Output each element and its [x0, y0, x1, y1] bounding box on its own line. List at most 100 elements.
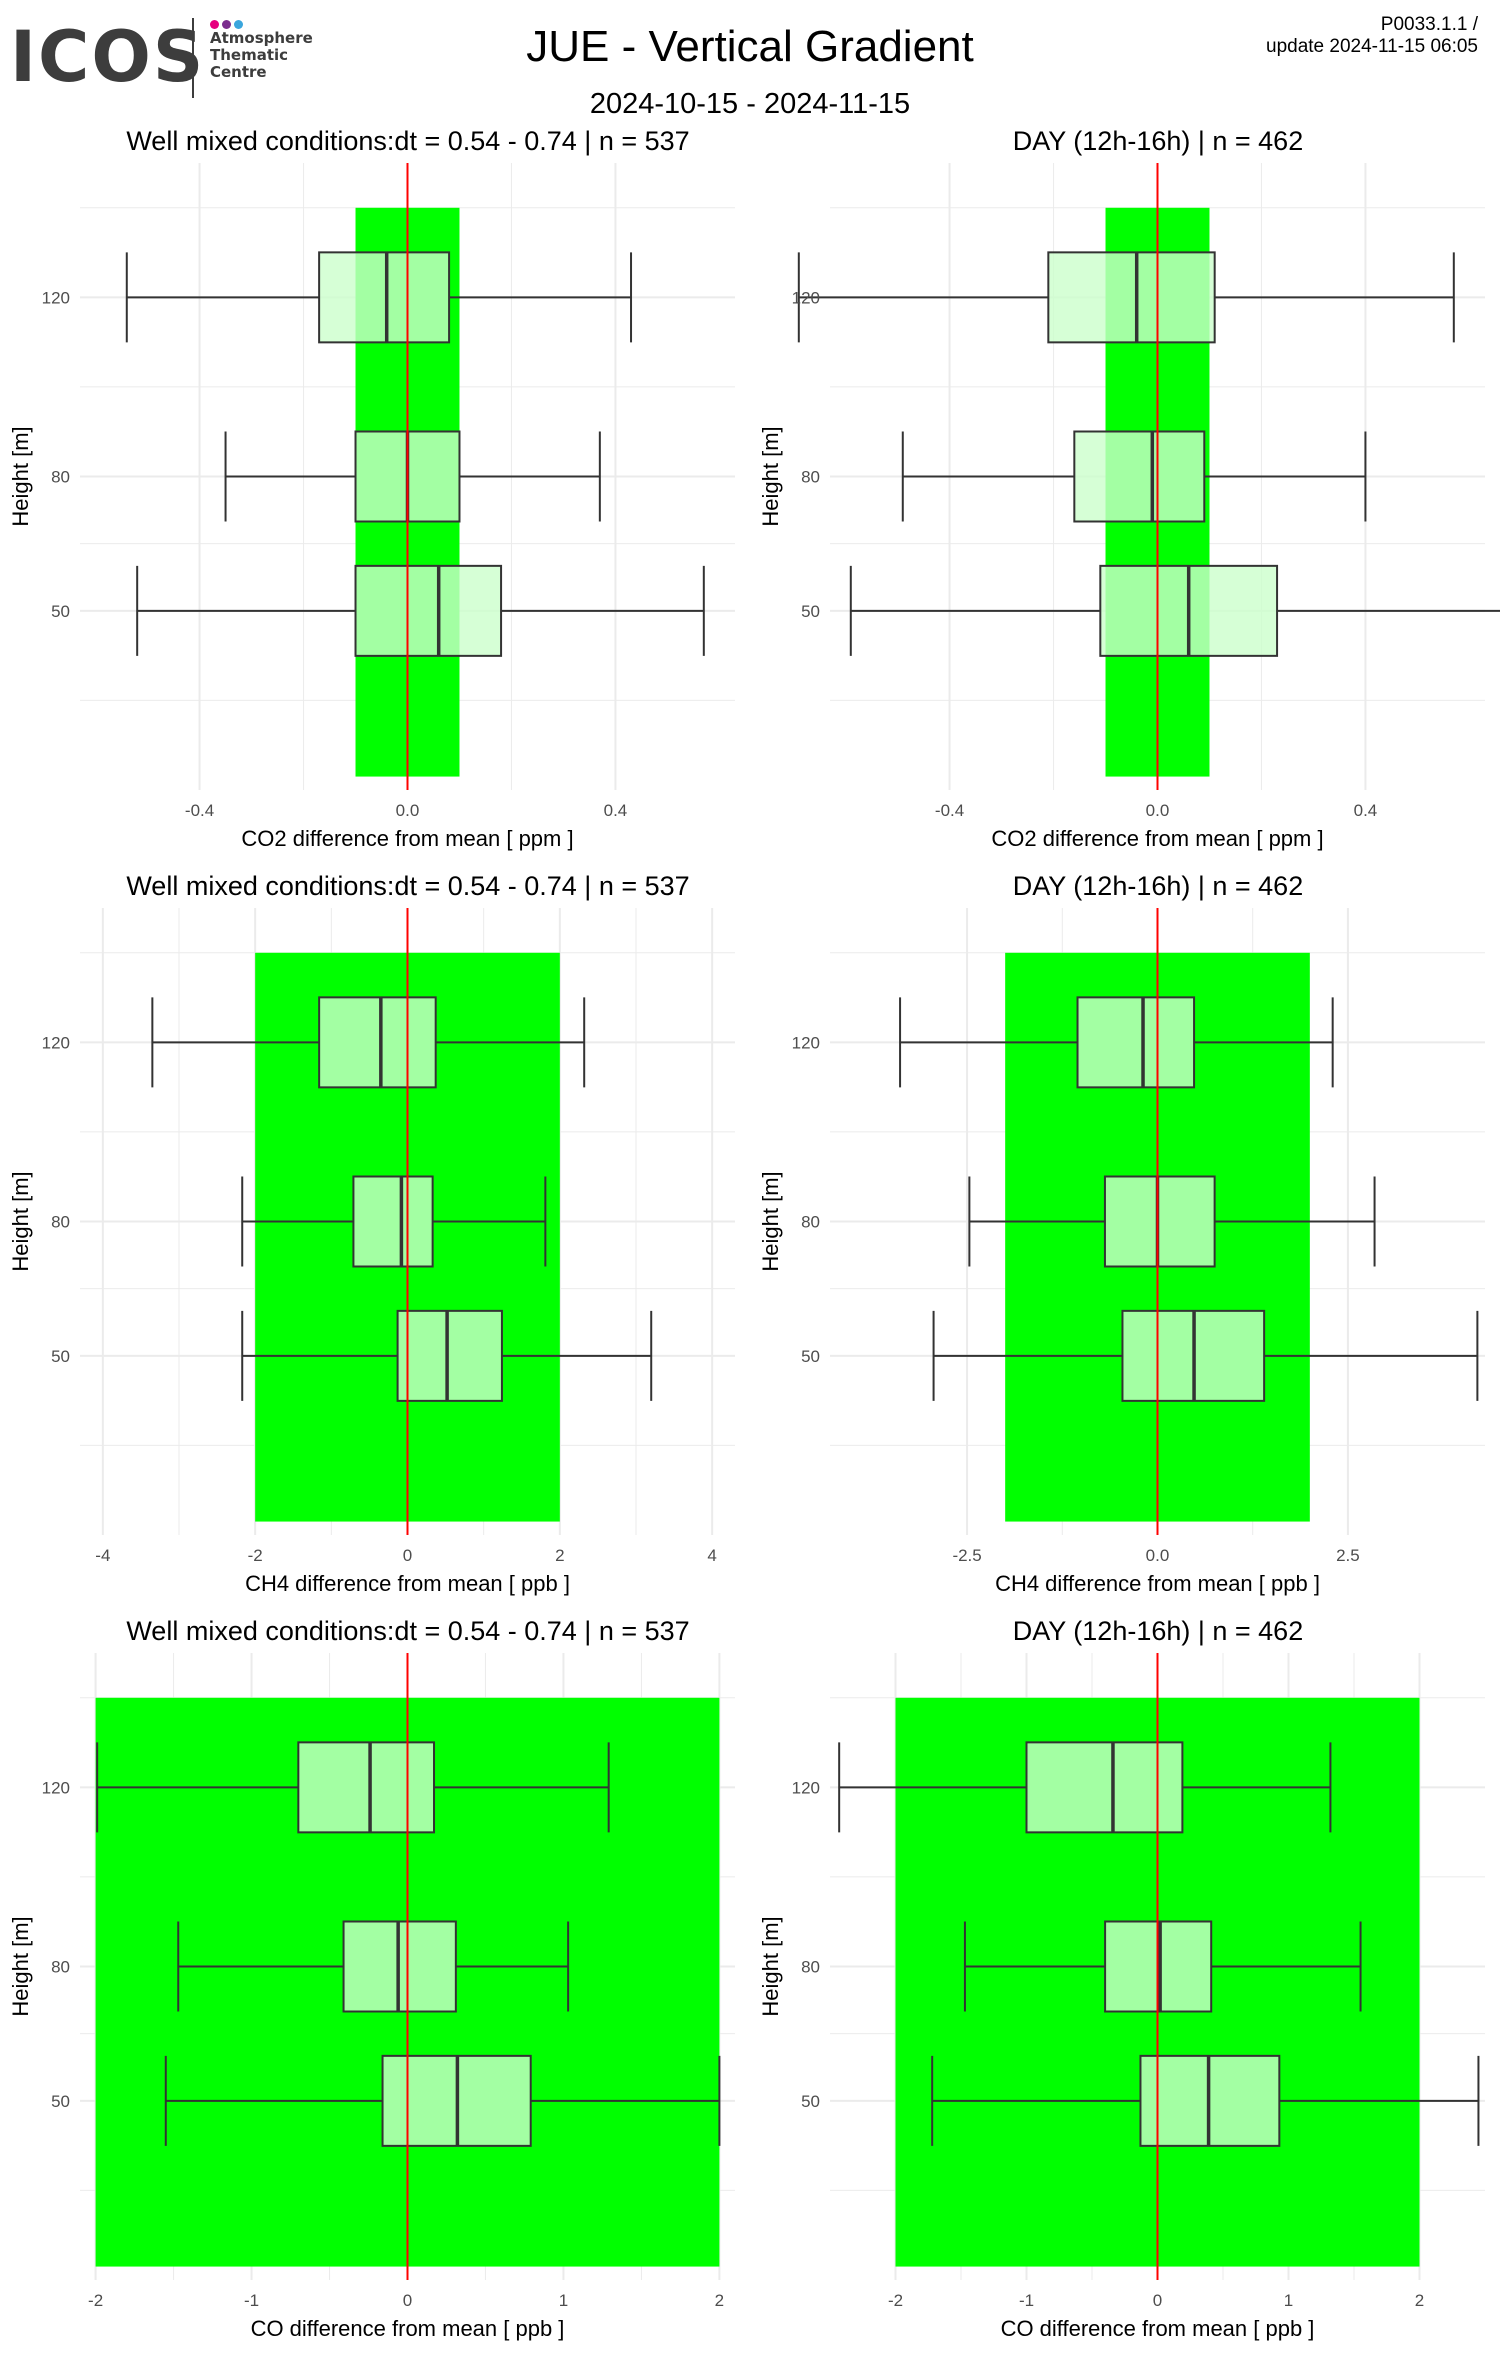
boxplot-svg: 120 80 50 -2 -1 0 1 2 CO difference from mean [ …: [8, 1616, 735, 2341]
boxplot-svg: 120 80 50 -2.5 0.0 2.5 CH4 difference from mea…: [758, 871, 1485, 1596]
boxplot-panel: 120 80 50 -4 -2 0 2 4 CH4 difference from mean […: [0, 870, 750, 1615]
x-tick-label: 2: [1415, 2291, 1424, 2310]
box-group: [931, 2054, 1480, 2147]
box-group: [901, 430, 1367, 523]
iqr-box: [1076, 996, 1196, 1089]
x-tick-label: 4: [707, 1546, 716, 1565]
iqr-box: [318, 996, 437, 1089]
box-group: [136, 564, 705, 657]
box-group: [177, 1920, 570, 2013]
x-tick-label: -2: [88, 2291, 103, 2310]
icos-logo: ICOS Atmosphere Thematic Centre: [10, 10, 330, 110]
y-tick-label: 50: [51, 2092, 70, 2111]
iqr-box: [297, 1741, 436, 1834]
logo-line: Thematic: [210, 46, 289, 64]
y-tick-label: 50: [801, 602, 820, 621]
y-tick-label: 80: [51, 468, 70, 487]
x-tick-label: -1: [1019, 2291, 1034, 2310]
y-tick-label: 50: [801, 1347, 820, 1366]
iqr-box: [318, 251, 451, 344]
page-title: JUE - Vertical Gradient: [526, 22, 974, 71]
box-group: [224, 430, 601, 523]
x-tick-label: 0.4: [604, 801, 628, 820]
panel-title: DAY (12h-16h) | n = 462: [1013, 126, 1303, 156]
box-group: [96, 1741, 610, 1834]
box-group: [838, 1741, 1332, 1834]
boxplot-panel: 120 80 50 -0.4 0.0 0.4 CO2 difference from mea…: [0, 125, 750, 870]
x-tick-label: 1: [559, 2291, 568, 2310]
version-info: P0033.1.1 / update 2024-11-15 06:05: [1266, 14, 1478, 58]
iqr-box: [354, 564, 503, 657]
box-group: [849, 564, 1500, 657]
iqr-box: [1025, 1741, 1184, 1834]
y-axis-title: Height [m]: [8, 426, 33, 526]
logo-dot: [234, 20, 243, 29]
iqr-box: [1047, 251, 1216, 344]
box-group: [968, 1175, 1376, 1268]
iqr-box: [1073, 430, 1206, 523]
date-range: 2024-10-15 - 2024-11-15: [589, 88, 911, 120]
box-group: [899, 996, 1334, 1089]
y-axis-title: Height [m]: [758, 1916, 783, 2016]
page-header: ICOS Atmosphere Thematic Centre JUE - Ve…: [0, 0, 1500, 130]
x-tick-label: 0.0: [1146, 801, 1170, 820]
logo-dot: [210, 20, 219, 29]
x-tick-label: -4: [95, 1546, 110, 1565]
y-tick-label: 50: [51, 602, 70, 621]
box-group: [797, 251, 1455, 344]
logo-line: Atmosphere: [210, 29, 313, 47]
x-axis-title: CO2 difference from mean [ ppm ]: [241, 826, 573, 851]
y-tick-label: 120: [42, 1033, 70, 1052]
y-tick-label: 120: [792, 1778, 820, 1797]
y-tick-label: 120: [792, 288, 820, 307]
logo-divider: [192, 18, 194, 98]
x-tick-label: 1: [1284, 2291, 1293, 2310]
x-tick-label: 2.5: [1336, 1546, 1360, 1565]
logo-dot: [222, 20, 231, 29]
boxplot-panel: 120 80 50 -2.5 0.0 2.5 CH4 difference from mea…: [750, 870, 1500, 1615]
panel-title: DAY (12h-16h) | n = 462: [1013, 871, 1303, 901]
y-axis-title: Height [m]: [8, 1916, 33, 2016]
y-tick-label: 80: [51, 1213, 70, 1232]
x-tick-label: -0.4: [185, 801, 214, 820]
x-tick-label: -2: [248, 1546, 263, 1565]
x-tick-label: -2: [888, 2291, 903, 2310]
iqr-box: [352, 1175, 434, 1268]
x-tick-label: 0.4: [1354, 801, 1378, 820]
x-tick-label: 0: [403, 1546, 412, 1565]
panel-title: Well mixed conditions:dt = 0.54 - 0.74 |…: [126, 126, 689, 156]
update-timestamp: update 2024-11-15 06:05: [1266, 36, 1478, 57]
x-axis-title: CH4 difference from mean [ ppb ]: [245, 1571, 570, 1596]
y-tick-label: 50: [801, 2092, 820, 2111]
box-group: [241, 1309, 653, 1402]
logo-dots: [210, 16, 246, 29]
panel-title: Well mixed conditions:dt = 0.54 - 0.74 |…: [126, 871, 689, 901]
iqr-box: [1103, 1175, 1216, 1268]
panel-title: Well mixed conditions:dt = 0.54 - 0.74 |…: [126, 1616, 689, 1646]
y-tick-label: 120: [42, 1778, 70, 1797]
logo-wordmark: ICOS: [10, 16, 206, 98]
y-tick-label: 80: [51, 1958, 70, 1977]
boxplot-svg: 120 80 50 -0.4 0.0 0.4 CO2 difference from mea…: [8, 126, 735, 851]
y-axis-title: Height [m]: [758, 1171, 783, 1271]
boxplot-panel: 120 80 50 -2 -1 0 1 2 CO difference from mean [ …: [750, 1615, 1500, 2360]
y-tick-label: 120: [42, 288, 70, 307]
boxplot-panel: 120 80 50 -2 -1 0 1 2 CO difference from mean [ …: [0, 1615, 750, 2360]
x-axis-title: CO difference from mean [ ppb ]: [1001, 2316, 1315, 2341]
x-axis-title: CO2 difference from mean [ ppm ]: [991, 826, 1323, 851]
y-axis-title: Height [m]: [8, 1171, 33, 1271]
boxplot-svg: 120 80 50 -0.4 0.0 0.4 CO2 difference from mea…: [758, 126, 1500, 851]
x-tick-label: 2: [555, 1546, 564, 1565]
y-tick-label: 120: [792, 1033, 820, 1052]
x-tick-label: 2: [715, 2291, 724, 2310]
x-tick-label: -2.5: [952, 1546, 981, 1565]
x-tick-label: 0: [1153, 2291, 1162, 2310]
x-axis-title: CH4 difference from mean [ ppb ]: [995, 1571, 1320, 1596]
logo-subtitle: Atmosphere Thematic Centre: [210, 30, 313, 81]
x-tick-label: -1: [244, 2291, 259, 2310]
x-axis-title: CO difference from mean [ ppb ]: [251, 2316, 565, 2341]
y-tick-label: 80: [801, 468, 820, 487]
y-tick-label: 50: [51, 1347, 70, 1366]
boxplot-svg: 120 80 50 -4 -2 0 2 4 CH4 difference from mean […: [8, 871, 735, 1596]
boxplot-panel: 120 80 50 -0.4 0.0 0.4 CO2 difference from mea…: [750, 125, 1500, 870]
